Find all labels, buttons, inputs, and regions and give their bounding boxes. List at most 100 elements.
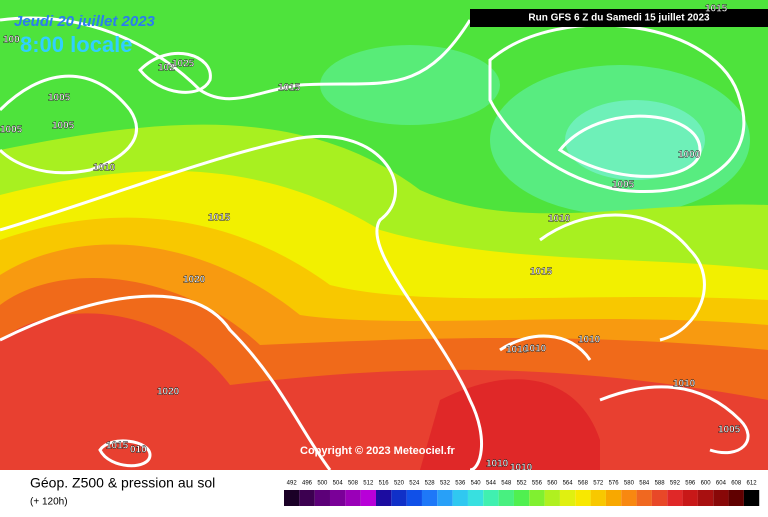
isobar-label: 1020	[183, 275, 206, 286]
isobar-label: 1010	[548, 214, 571, 225]
legend-swatch	[667, 490, 683, 506]
footer-subtitle: (+ 120h)	[30, 497, 68, 508]
legend-swatch	[559, 490, 576, 506]
isobar-label: 1015	[278, 83, 301, 94]
legend-label: 512	[363, 481, 374, 487]
legend-swatch	[360, 490, 376, 506]
isobar-label: 1010	[673, 379, 696, 390]
legend-swatch	[467, 490, 484, 506]
legend-label: 584	[639, 481, 650, 487]
legend-swatch	[697, 490, 714, 506]
isobars	[0, 16, 750, 472]
legend-label: 528	[425, 481, 436, 487]
legend-swatch	[299, 490, 315, 506]
isobar-label: 1025	[172, 59, 195, 70]
legend-swatch	[590, 490, 606, 506]
isobar-label: 1010	[510, 463, 533, 474]
legend-label: 588	[655, 481, 666, 487]
forecast-time: 8:00 locale	[20, 32, 133, 57]
legend-label: 600	[701, 481, 712, 487]
legend-swatch	[651, 490, 668, 506]
legend-swatch	[329, 490, 346, 506]
legend-swatch	[406, 490, 422, 506]
isobar-label: 102	[158, 63, 175, 74]
isobar-label: 1005	[718, 425, 741, 436]
legend-swatch	[621, 490, 637, 506]
legend-swatch	[375, 490, 392, 506]
legend-swatch	[728, 490, 744, 506]
isobar-label: 010	[130, 445, 147, 456]
isobar-label: 1000	[678, 150, 701, 161]
legend-swatch	[529, 490, 545, 506]
legend-swatch	[345, 490, 361, 506]
legend-label: 552	[517, 481, 528, 487]
run-info: Run GFS 6 Z du Samedi 15 juillet 2023	[528, 13, 710, 24]
isobar-label: 100	[3, 35, 20, 46]
legend-label: 540	[471, 481, 482, 487]
legend-label: 548	[501, 481, 512, 487]
isobar-label: 1005	[0, 125, 23, 136]
color-legend: 492 496 500 504 508 512 516 520 524 528 532 536 540 5…	[284, 481, 760, 506]
isobar-label: 1010	[578, 335, 601, 346]
legend-label: 560	[547, 481, 558, 487]
isobar-label: 1010	[93, 163, 116, 174]
legend-label: 524	[409, 481, 420, 487]
legend-swatch	[498, 490, 514, 506]
legend-label: 500	[317, 481, 328, 487]
legend-label: 556	[532, 481, 543, 487]
legend-label: 536	[455, 481, 466, 487]
legend-label: 496	[302, 481, 313, 487]
forecast-date: Jeudi 20 juillet 2023	[14, 13, 156, 30]
isobar-label: 1010	[486, 459, 509, 470]
legend-swatch	[421, 490, 438, 506]
legend-label: 592	[670, 481, 681, 487]
legend-label: 608	[731, 481, 742, 487]
legend-swatch	[284, 490, 300, 506]
legend-swatch	[452, 490, 468, 506]
legend-label: 532	[440, 481, 451, 487]
run-box	[470, 9, 768, 27]
legend-swatch	[391, 490, 407, 506]
legend-swatch	[713, 490, 729, 506]
legend-label: 544	[486, 481, 497, 487]
legend-label: 520	[394, 481, 405, 487]
legend-swatch	[605, 490, 622, 506]
isobar-label: 1010	[506, 345, 529, 356]
isobar-label: 1015	[106, 441, 129, 452]
isobar-label: 1005	[52, 121, 75, 132]
isobar-label: 1015	[705, 4, 728, 15]
copyright: Copyright © 2023 Meteociel.fr	[300, 445, 456, 457]
legend-label: 576	[609, 481, 620, 487]
isobar-label: 1005	[48, 93, 71, 104]
legend-label: 568	[578, 481, 589, 487]
isobar-label: 1015	[530, 267, 553, 278]
legend-swatch	[575, 490, 591, 506]
legend-label: 580	[624, 481, 635, 487]
legend-swatch	[314, 490, 330, 506]
field	[0, 0, 768, 470]
isobar-label: 1020	[157, 387, 180, 398]
isobar-label: 1015	[208, 213, 231, 224]
legend-label: 596	[685, 481, 696, 487]
legend-swatch	[544, 490, 560, 506]
isobar-label: 1010	[524, 344, 547, 355]
legend-label: 564	[563, 481, 574, 487]
footer-title: Géop. Z500 & pression au sol	[30, 475, 215, 491]
legend-swatch	[743, 490, 760, 506]
legend-label: 516	[379, 481, 390, 487]
legend-swatch	[483, 490, 499, 506]
legend-label: 508	[348, 481, 359, 487]
legend-label: 604	[716, 481, 727, 487]
isobar-label: 1005	[612, 180, 635, 191]
legend-swatch	[682, 490, 698, 506]
legend-swatch	[437, 490, 453, 506]
legend-label: 612	[747, 481, 758, 487]
legend-label: 572	[593, 481, 604, 487]
legend-swatch	[513, 490, 530, 506]
legend-label: 504	[333, 481, 344, 487]
legend-label: 492	[287, 481, 298, 487]
legend-swatch	[636, 490, 652, 506]
